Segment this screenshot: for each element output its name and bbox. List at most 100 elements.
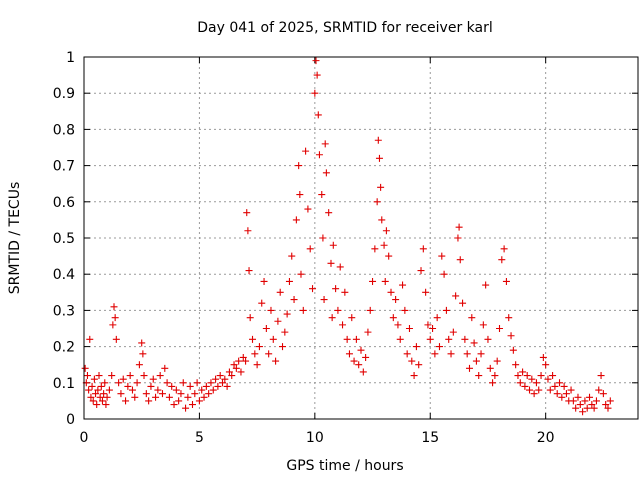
data-point <box>175 397 183 405</box>
data-point <box>355 361 363 369</box>
data-point <box>281 328 289 336</box>
data-point <box>325 209 333 217</box>
data-point <box>371 245 379 253</box>
data-point <box>551 382 559 390</box>
data-point <box>117 390 125 398</box>
data-point <box>235 357 243 365</box>
data-point <box>225 368 233 376</box>
data-point <box>276 288 284 296</box>
data-point <box>205 390 213 398</box>
data-point <box>493 357 501 365</box>
data-point <box>491 372 499 380</box>
data-point <box>165 393 173 401</box>
data-point <box>528 375 536 383</box>
data-point <box>332 285 340 293</box>
data-point <box>90 375 98 383</box>
data-point <box>124 382 132 390</box>
data-point <box>521 382 529 390</box>
data-point <box>505 314 513 322</box>
data-point <box>93 401 101 409</box>
data-point <box>479 321 487 329</box>
data-point <box>223 382 231 390</box>
data-point <box>357 346 365 354</box>
data-point <box>502 277 510 285</box>
data-point <box>140 372 148 380</box>
data-point <box>442 306 450 314</box>
data-point <box>472 357 480 365</box>
data-point <box>219 379 226 387</box>
data-point <box>387 288 395 296</box>
data-point <box>429 325 437 332</box>
data-point <box>272 357 280 365</box>
data-point <box>417 267 425 275</box>
data-point <box>435 343 443 351</box>
data-point <box>465 364 473 372</box>
data-point <box>309 285 317 293</box>
data-point <box>602 401 610 409</box>
data-point <box>350 357 358 365</box>
data-point <box>348 314 356 322</box>
data-point <box>249 335 257 343</box>
data-point <box>297 270 305 278</box>
data-point <box>405 325 413 332</box>
data-point <box>255 343 263 351</box>
data-point <box>285 277 293 285</box>
data-point <box>396 335 404 343</box>
data-point <box>507 332 515 340</box>
data-point <box>88 382 96 390</box>
data-point <box>366 306 374 314</box>
axis-ticks: 00.10.20.30.40.50.60.70.80.910 5 10 15 20 <box>53 50 638 446</box>
data-point <box>546 386 554 394</box>
data-point <box>459 299 467 307</box>
data-point <box>295 162 303 170</box>
x-tick-label: 0 <box>80 430 89 446</box>
data-point <box>244 227 252 235</box>
data-point <box>380 241 388 249</box>
plot-frame <box>83 56 639 420</box>
data-point <box>604 404 612 412</box>
data-point <box>182 404 190 412</box>
data-point <box>139 350 147 358</box>
data-point <box>87 393 95 401</box>
data-point <box>245 267 253 275</box>
data-point <box>267 306 275 314</box>
data-point <box>433 314 441 322</box>
data-point <box>81 364 89 372</box>
data-point <box>477 350 485 358</box>
y-tick-label: 0.1 <box>53 376 75 392</box>
data-point <box>312 57 320 65</box>
data-point <box>228 372 236 380</box>
data-point <box>198 386 206 394</box>
data-point <box>262 325 270 332</box>
data-point <box>576 401 584 409</box>
data-point <box>343 335 351 343</box>
y-tick-label: 0.4 <box>53 267 75 283</box>
data-point <box>581 397 589 405</box>
data-point <box>170 401 178 409</box>
data-point <box>468 314 476 322</box>
data-point <box>452 292 460 300</box>
data-point <box>586 393 594 401</box>
y-tick-label: 0 <box>66 412 75 428</box>
data-point <box>509 346 517 354</box>
data-point <box>599 390 607 398</box>
data-point <box>549 372 557 380</box>
data-points <box>81 57 614 416</box>
data-point <box>519 368 527 376</box>
data-point <box>133 379 141 387</box>
data-point <box>385 252 393 260</box>
data-point <box>560 382 568 390</box>
data-point <box>296 191 304 199</box>
y-tick-label: 0.3 <box>53 303 75 319</box>
grid-lines <box>84 57 638 419</box>
data-point <box>369 277 377 285</box>
data-point <box>375 154 383 162</box>
data-point <box>258 299 266 307</box>
data-point <box>315 151 323 159</box>
data-point <box>532 379 540 387</box>
data-point <box>195 397 203 405</box>
data-point <box>392 296 400 304</box>
data-point <box>311 89 319 97</box>
data-point <box>403 350 411 358</box>
data-point <box>152 393 160 401</box>
